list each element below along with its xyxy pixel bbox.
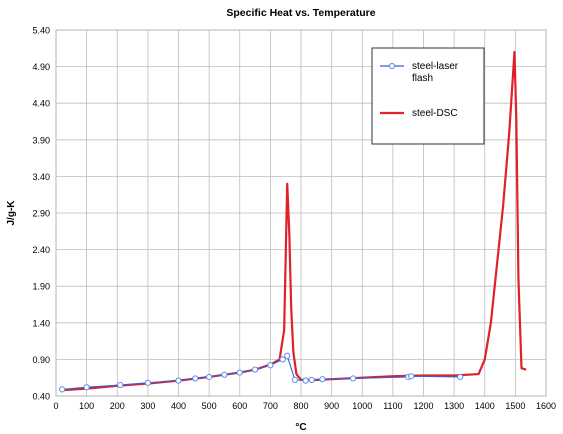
x-tick-label: 0 — [53, 401, 58, 411]
series-lines — [59, 50, 527, 393]
y-tick-label: 3.90 — [32, 135, 50, 145]
y-tick-label: 4.90 — [32, 62, 50, 72]
y-tick-label: 3.40 — [32, 172, 50, 182]
x-tick-label: 1600 — [536, 401, 556, 411]
x-tick-labels: 0 100 200 300 400 500 600 700 800 900 1000 1100 1200… — [53, 401, 556, 411]
x-tick-label: 700 — [263, 401, 278, 411]
data-point-steel-laser-flash — [291, 376, 298, 383]
y-tick-label: 5.40 — [32, 26, 50, 36]
x-tick-label: 1200 — [413, 401, 433, 411]
x-tick-label: 1300 — [444, 401, 464, 411]
data-point-steel-laser-flash — [192, 375, 199, 382]
data-point-steel-laser-flash — [302, 377, 309, 384]
data-point-steel-laser-flash — [308, 376, 315, 383]
legend-label-dsc: steel-DSC — [412, 108, 458, 119]
data-point-steel-laser-flash — [267, 362, 274, 369]
x-tick-label: 800 — [293, 401, 308, 411]
x-tick-label: 600 — [232, 401, 247, 411]
data-point-steel-laser-flash — [59, 386, 66, 393]
x-tick-label: 900 — [324, 401, 339, 411]
legend-label-laser: steel-laser flash — [412, 61, 461, 84]
grid — [55, 29, 547, 397]
x-axis-label: °C — [295, 422, 306, 433]
y-tick-label: 2.40 — [32, 245, 50, 255]
y-tick-label: 0.40 — [32, 392, 50, 402]
y-tick-label: 2.90 — [32, 209, 50, 219]
x-tick-label: 1500 — [505, 401, 525, 411]
data-point-steel-laser-flash — [319, 376, 326, 383]
data-point-steel-laser-flash — [221, 371, 228, 378]
data-point-steel-laser-flash — [236, 369, 243, 376]
data-point-steel-laser-flash — [408, 373, 415, 380]
legend: steel-laser flash steel-DSC — [371, 47, 485, 145]
data-point-steel-laser-flash — [349, 375, 357, 382]
y-tick-label: 1.40 — [32, 318, 50, 328]
data-point-steel-laser-flash — [175, 377, 182, 384]
chart-title: Specific Heat vs. Temperature — [226, 7, 375, 19]
x-tick-label: 1400 — [475, 401, 495, 411]
y-tick-label: 0.90 — [32, 355, 50, 365]
y-tick-label: 1.90 — [32, 282, 50, 292]
x-tick-label: 300 — [140, 401, 155, 411]
data-point-steel-laser-flash — [144, 379, 151, 386]
legend-marker-laser — [388, 62, 396, 70]
data-point-steel-laser-flash — [284, 352, 291, 359]
x-tick-label: 400 — [171, 401, 186, 411]
x-tick-label: 1100 — [383, 401, 402, 411]
x-tick-label: 1000 — [352, 401, 372, 411]
data-point-steel-laser-flash — [206, 373, 213, 381]
data-point-steel-laser-flash — [279, 356, 286, 363]
x-tick-label: 100 — [79, 401, 94, 411]
x-tick-label: 200 — [110, 401, 125, 411]
data-point-steel-laser-flash — [457, 373, 464, 381]
data-point-steel-laser-flash — [83, 384, 90, 391]
y-axis-label: J/g-K — [6, 200, 17, 226]
y-tick-label: 4.40 — [32, 99, 50, 109]
y-tick-labels: 0.40 0.90 1.40 1.90 2.40 2.90 3.40 3.90 4.40 4.90… — [32, 26, 50, 402]
data-point-steel-laser-flash — [251, 366, 259, 373]
data-point-steel-laser-flash — [117, 381, 124, 389]
x-tick-label: 500 — [202, 401, 217, 411]
